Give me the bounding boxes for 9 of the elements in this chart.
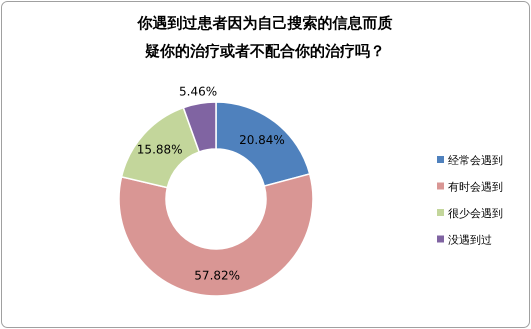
data-label: 5.46%: [179, 84, 218, 99]
legend-label: 没遇到过: [448, 234, 492, 246]
data-label: 20.84%: [239, 133, 285, 148]
legend-label: 有时会遇到: [448, 180, 503, 194]
chart-title: 你遇到过患者因为自己搜索的信息而质疑你的治疗或者不配合你的治疗吗？: [136, 14, 392, 60]
legend-label: 经常会遇到: [448, 154, 503, 167]
legend-label: 很少会遇到: [448, 207, 503, 220]
data-label: 15.88%: [136, 142, 183, 157]
data-label: 57.82%: [194, 268, 240, 282]
